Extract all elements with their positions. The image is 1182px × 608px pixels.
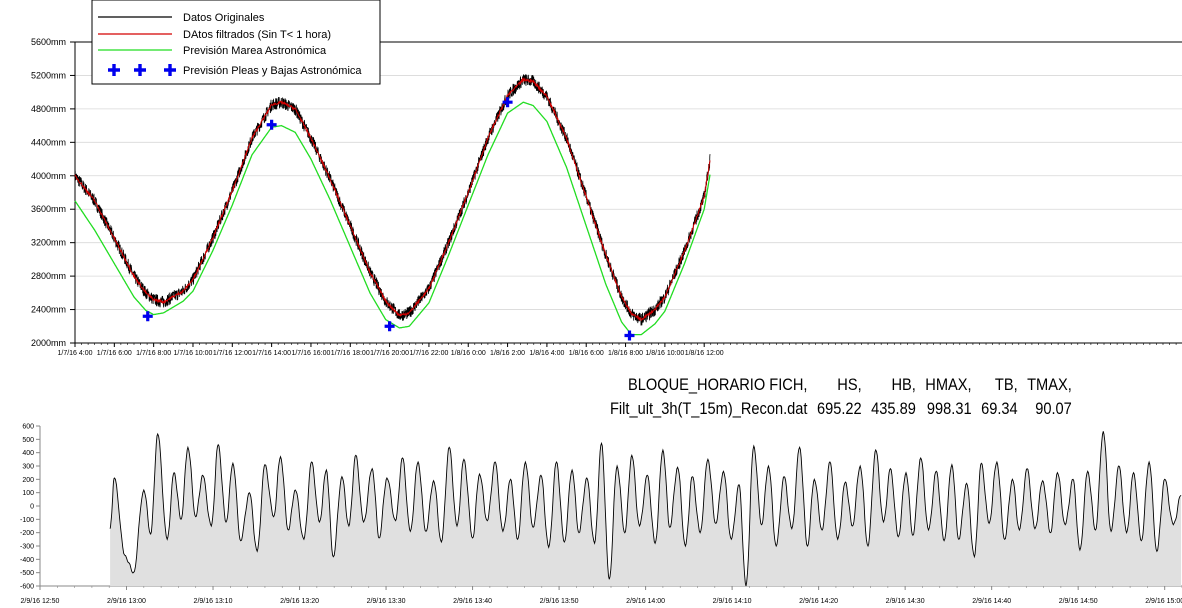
tide-y-tick-label: 3600mm (31, 204, 66, 214)
wave-x-tick-label: 2/9/16 13:10 (194, 598, 233, 605)
astronomical-extreme-marker (624, 330, 635, 341)
tide-y-tick-label: 4000mm (31, 171, 66, 181)
wave-x-tick-label: 2/9/16 14:30 (886, 598, 925, 605)
stats-value-file: Filt_ult_3h(T_15m)_Recon.dat (610, 399, 808, 418)
stats-header-hs: HS, (837, 375, 862, 394)
wave-x-tick-label: 2/9/16 14:00 (626, 598, 665, 605)
wave-x-tick-label: 2/9/16 15:00 (1145, 598, 1182, 605)
wave-x-tick-label: 2/9/16 14:50 (1059, 598, 1098, 605)
tide-chart-series (74, 74, 711, 341)
legend-label: Datos Originales (183, 12, 265, 24)
wave-x-tick-label: 2/9/16 13:40 (453, 598, 492, 605)
wave-y-tick-label: -400 (20, 557, 34, 564)
tide-y-tick-label: 3200mm (31, 238, 66, 248)
wave-y-tick-label: 0 (30, 504, 34, 511)
tide-y-tick-label: 4800mm (31, 104, 66, 114)
tide-x-tick-label: 1/8/16 8:00 (608, 350, 643, 357)
tide-x-tick-label: 1/7/16 10:00 (174, 350, 213, 357)
legend-label: Previsión Marea Astronómica (183, 45, 327, 57)
tide-x-tick-label: 1/8/16 4:00 (529, 350, 564, 357)
tide-chart-y-axis: 2000mm 2400mm 2800mm 3200mm 3600mm 4000mm 4400… (31, 37, 76, 348)
stats-value-tmax: 90.07 (1035, 399, 1072, 418)
astronomical-tide-line (74, 101, 711, 336)
wave-area-fill (110, 431, 1182, 586)
wave-x-tick-label: 2/9/16 13:50 (540, 598, 579, 605)
wave-chart-series (109, 431, 1182, 587)
wave-x-tick-label: 2/9/16 13:30 (367, 598, 406, 605)
wave-y-tick-label: -200 (20, 530, 34, 537)
wave-x-tick-label: 2/9/16 13:00 (107, 598, 146, 605)
tide-y-tick-label: 2400mm (31, 305, 66, 315)
wave-x-tick-label: 2/9/16 14:10 (713, 598, 752, 605)
wave-chart-y-axis: 600 500 400 300 200 100 0 -100 -200 -300 -400 -500 -… (20, 424, 41, 591)
tide-x-tick-label: 1/7/16 4:00 (57, 350, 92, 357)
wave-x-tick-label: 2/9/16 13:20 (280, 598, 319, 605)
stats-header-tmax: TMAX, (1027, 375, 1072, 394)
stats-value-hb: 435.89 (871, 399, 916, 418)
tide-x-tick-label: 1/7/16 12:00 (213, 350, 252, 357)
tide-x-tick-label: 1/7/16 22:00 (409, 350, 448, 357)
stats-value-row: Filt_ult_3h(T_15m)_Recon.dat 695.22 435.… (610, 397, 1072, 421)
tide-chart-legend: Datos Originales DAtos filtrados (Sin T< … (91, 0, 381, 85)
astronomical-extreme-marker (266, 119, 277, 130)
stats-header-hmax: HMAX, (925, 375, 972, 394)
tide-y-tick-label: 5200mm (31, 70, 66, 80)
legend-label: DAtos filtrados (Sin T< 1 hora) (183, 29, 331, 41)
wave-x-tick-label: 2/9/16 12:50 (21, 598, 60, 605)
legend-marker (108, 64, 120, 76)
legend-marker (164, 64, 176, 76)
wave-statistics-table: BLOQUE_HORARIO FICH, HS, HB, HMAX, TB, T… (610, 373, 1072, 421)
tide-chart-x-axis: 1/7/16 4:00 1/7/16 6:00 1/7/16 8:00 1/7/16 … (57, 342, 1182, 357)
stats-header-hb: HB, (891, 375, 916, 394)
wave-y-tick-label: 600 (22, 424, 34, 431)
wave-elevation-line (109, 431, 1182, 587)
legend-marker (134, 64, 146, 76)
tide-chart: 2000mm 2400mm 2800mm 3200mm 3600mm 4000mm 4400… (31, 0, 1182, 357)
tide-y-tick-label: 2000mm (31, 338, 66, 348)
stats-value-hmax: 998.31 (926, 399, 972, 418)
wave-y-tick-label: -600 (20, 584, 34, 591)
filtered-data-line (74, 76, 711, 322)
original-data-line (74, 74, 711, 326)
legend-label: Previsión Pleas y Bajas Astronómica (183, 65, 362, 77)
tide-chart-gridlines (75, 41, 1182, 310)
wave-y-tick-label: 200 (22, 477, 34, 484)
tide-y-tick-label: 4400mm (31, 137, 66, 147)
tide-x-tick-label: 1/8/16 10:00 (645, 350, 684, 357)
tide-y-tick-label: 5600mm (31, 37, 66, 47)
astronomical-extreme-marker (502, 97, 513, 108)
tide-x-tick-label: 1/8/16 12:00 (685, 350, 724, 357)
stats-header-row: BLOQUE_HORARIO FICH, HS, HB, HMAX, TB, T… (610, 373, 1072, 397)
tide-x-tick-label: 1/7/16 8:00 (136, 350, 171, 357)
tide-x-tick-label: 1/7/16 6:00 (97, 350, 132, 357)
tide-y-tick-label: 2800mm (31, 271, 66, 281)
wave-y-tick-label: 100 (22, 490, 34, 497)
stats-value-tb: 69.34 (981, 399, 1018, 418)
wave-x-tick-label: 2/9/16 14:20 (799, 598, 838, 605)
wave-y-tick-label: -500 (20, 570, 34, 577)
astronomical-extreme-marker (142, 311, 153, 322)
stats-header-tb: TB, (994, 375, 1018, 394)
tide-x-tick-label: 1/8/16 6:00 (569, 350, 604, 357)
wave-y-tick-label: -100 (20, 517, 34, 524)
tide-x-tick-label: 1/7/16 20:00 (370, 350, 409, 357)
wave-y-tick-label: 300 (22, 464, 34, 471)
tide-x-tick-label: 1/8/16 0:00 (451, 350, 486, 357)
tide-x-tick-label: 1/7/16 16:00 (291, 350, 330, 357)
tide-x-tick-label: 1/8/16 2:00 (490, 350, 525, 357)
wave-x-tick-label: 2/9/16 14:40 (972, 598, 1011, 605)
wave-chart-x-axis: 2/9/16 12:50 2/9/16 13:00 2/9/16 13:10 2/9/… (21, 585, 1182, 605)
wave-y-tick-label: 400 (22, 450, 34, 457)
stats-value-hs: 695.22 (816, 399, 862, 418)
wave-chart: 600 500 400 300 200 100 0 -100 -200 -300 -400 -500 -… (20, 424, 1182, 605)
astronomical-extreme-marker (384, 321, 395, 332)
wave-y-tick-label: -300 (20, 544, 34, 551)
tide-x-tick-label: 1/7/16 18:00 (331, 350, 370, 357)
stats-header-file: BLOQUE_HORARIO FICH, (627, 375, 808, 394)
tide-x-tick-label: 1/7/16 14:00 (252, 350, 291, 357)
wave-y-tick-label: 500 (22, 437, 34, 444)
